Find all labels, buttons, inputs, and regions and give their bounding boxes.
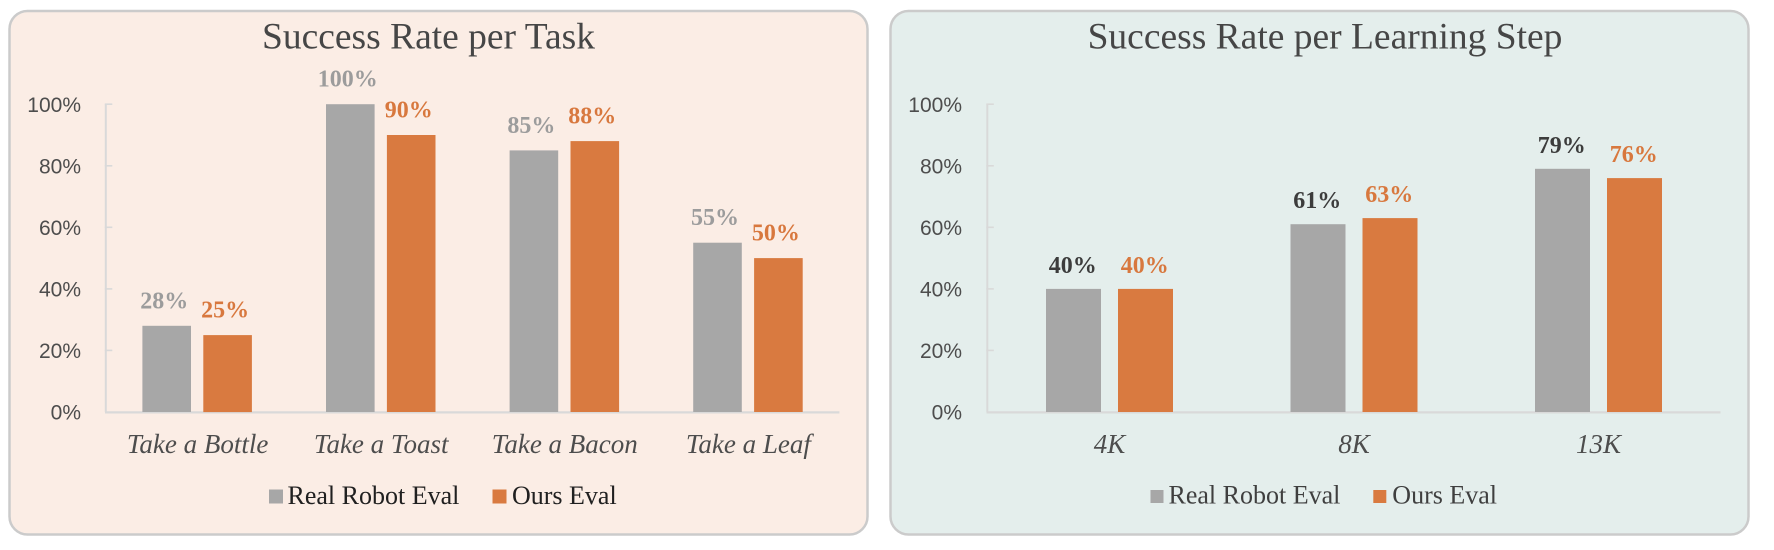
svg-text:Take a Bottle: Take a Bottle: [127, 429, 269, 459]
svg-text:40%: 40%: [920, 279, 962, 302]
svg-text:Take a Bacon: Take a Bacon: [492, 429, 638, 459]
svg-text:0%: 0%: [51, 402, 81, 425]
svg-text:100%: 100%: [318, 67, 378, 93]
svg-text:90%: 90%: [385, 98, 433, 124]
svg-text:100%: 100%: [908, 94, 962, 117]
svg-text:8K: 8K: [1338, 429, 1372, 459]
svg-text:79%: 79%: [1538, 133, 1586, 159]
svg-text:Take a Leaf: Take a Leaf: [686, 429, 815, 459]
svg-text:63%: 63%: [1365, 182, 1413, 208]
svg-text:Ours Eval: Ours Eval: [1392, 481, 1497, 510]
svg-text:60%: 60%: [920, 217, 962, 240]
svg-text:60%: 60%: [39, 217, 81, 240]
svg-text:40%: 40%: [39, 279, 81, 302]
svg-text:100%: 100%: [27, 94, 81, 117]
svg-text:4K: 4K: [1094, 429, 1128, 459]
svg-text:Real Robot Eval: Real Robot Eval: [288, 481, 460, 510]
svg-text:Success Rate per Learning Step: Success Rate per Learning Step: [1088, 17, 1563, 58]
svg-text:28%: 28%: [140, 288, 188, 314]
svg-text:55%: 55%: [691, 205, 739, 231]
svg-text:80%: 80%: [39, 156, 81, 179]
svg-text:40%: 40%: [1049, 253, 1097, 279]
svg-text:88%: 88%: [568, 104, 616, 130]
svg-text:Real Robot Eval: Real Robot Eval: [1169, 481, 1341, 510]
svg-text:85%: 85%: [507, 113, 555, 139]
svg-text:0%: 0%: [932, 402, 962, 425]
svg-text:20%: 20%: [920, 340, 962, 363]
svg-text:40%: 40%: [1121, 253, 1169, 279]
svg-text:Take a Toast: Take a Toast: [314, 429, 450, 459]
svg-text:Success Rate per Task: Success Rate per Task: [262, 17, 595, 58]
svg-text:61%: 61%: [1293, 188, 1341, 214]
svg-text:25%: 25%: [201, 298, 249, 324]
svg-text:80%: 80%: [920, 156, 962, 179]
svg-text:76%: 76%: [1610, 142, 1658, 168]
svg-text:Ours Eval: Ours Eval: [512, 481, 617, 510]
svg-text:13K: 13K: [1576, 429, 1623, 459]
svg-text:20%: 20%: [39, 340, 81, 363]
svg-text:50%: 50%: [752, 221, 800, 247]
